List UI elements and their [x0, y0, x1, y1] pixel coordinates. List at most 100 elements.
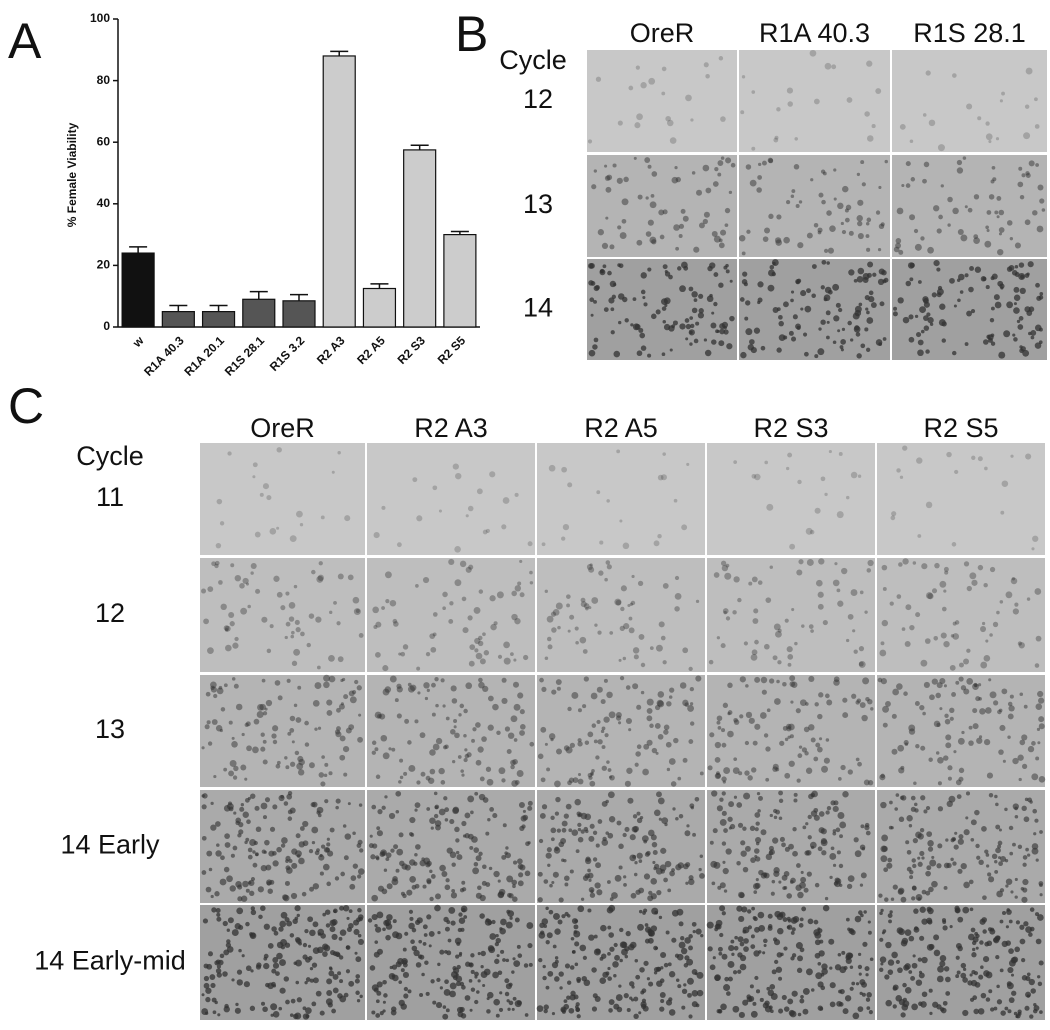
nucleus	[908, 336, 915, 343]
nucleus	[595, 755, 600, 760]
nucleus	[663, 962, 669, 968]
nucleus	[328, 654, 335, 662]
x-tick-label: R2 S5	[435, 333, 469, 367]
nucleus	[721, 728, 726, 733]
nucleus	[386, 914, 393, 921]
nucleus	[762, 236, 769, 242]
nucleus	[621, 218, 627, 224]
nucleus	[588, 835, 595, 842]
nucleus	[1031, 843, 1039, 850]
nucleus	[703, 338, 707, 342]
micrograph	[587, 50, 737, 152]
nucleus	[461, 887, 467, 892]
nucleus	[682, 215, 689, 222]
nucleus	[973, 194, 980, 200]
nucleus	[841, 327, 846, 331]
nucleus	[519, 592, 525, 598]
nucleus	[618, 865, 623, 870]
nucleus	[337, 656, 344, 663]
nucleus	[527, 942, 533, 949]
nucleus	[1008, 919, 1013, 924]
nucleus	[245, 965, 252, 972]
nucleus	[646, 715, 653, 722]
nucleus	[687, 992, 692, 998]
nucleus	[454, 826, 460, 833]
nucleus	[210, 824, 217, 831]
nucleus	[279, 959, 286, 967]
nucleus	[783, 946, 788, 951]
nucleus	[824, 248, 829, 253]
nucleus	[810, 629, 814, 633]
nucleus	[693, 338, 699, 344]
nucleus	[380, 734, 388, 742]
nucleus	[430, 874, 436, 879]
nucleus	[395, 868, 400, 873]
nucleus	[840, 764, 846, 771]
nucleus	[477, 640, 484, 647]
nucleus	[988, 139, 992, 144]
nucleus	[851, 693, 857, 699]
nucleus	[542, 964, 546, 969]
nucleus	[869, 957, 874, 962]
nucleus	[640, 272, 647, 279]
nucleus	[457, 755, 462, 759]
nucleus	[438, 509, 442, 513]
nucleus	[908, 935, 915, 942]
x-tick-label: w	[129, 333, 147, 351]
nucleus	[705, 187, 712, 194]
nucleus	[919, 306, 926, 314]
nucleus	[669, 348, 673, 352]
nucleus	[866, 568, 872, 573]
nucleus	[664, 271, 671, 277]
nucleus	[689, 316, 694, 320]
x-tick-label: R1S 28.1	[222, 333, 268, 379]
nucleus	[696, 989, 704, 997]
nucleus	[210, 982, 216, 989]
nucleus	[595, 862, 602, 869]
nucleus	[606, 906, 614, 914]
nucleus	[545, 940, 550, 945]
nucleus	[999, 968, 1004, 973]
nucleus	[356, 917, 361, 923]
nucleus	[337, 971, 342, 976]
nucleus	[921, 918, 928, 925]
nucleus	[296, 997, 302, 1003]
micrograph	[877, 790, 1045, 903]
nucleus	[829, 225, 836, 232]
nucleus	[673, 498, 678, 503]
nucleus	[861, 981, 868, 988]
nucleus	[632, 683, 639, 690]
nucleus	[754, 676, 761, 683]
nucleus	[716, 1009, 721, 1014]
nucleus	[897, 297, 904, 304]
nucleus	[957, 916, 964, 923]
nucleus	[772, 655, 778, 661]
nucleus	[512, 681, 520, 688]
nucleus	[440, 678, 445, 683]
nucleus	[311, 840, 316, 845]
nucleus	[773, 870, 780, 877]
nucleus	[868, 296, 875, 303]
nucleus	[982, 929, 987, 934]
nucleus	[280, 843, 286, 848]
nucleus	[798, 559, 804, 565]
nucleus	[485, 766, 492, 772]
nucleus	[570, 990, 576, 997]
nucleus	[271, 733, 277, 739]
nucleus	[853, 837, 859, 843]
nucleus	[426, 807, 431, 811]
nucleus	[397, 958, 404, 965]
nucleus	[960, 972, 967, 979]
nucleus	[594, 882, 601, 889]
nucleus	[723, 984, 731, 992]
nucleus	[284, 942, 291, 948]
nucleus	[247, 796, 251, 801]
nucleus	[697, 312, 705, 319]
nucleus	[392, 618, 398, 624]
nucleus	[1029, 907, 1035, 912]
nucleus	[777, 660, 782, 665]
nucleus	[776, 347, 782, 353]
nucleus	[596, 686, 603, 693]
nucleus	[444, 979, 449, 985]
nucleus	[739, 676, 746, 683]
